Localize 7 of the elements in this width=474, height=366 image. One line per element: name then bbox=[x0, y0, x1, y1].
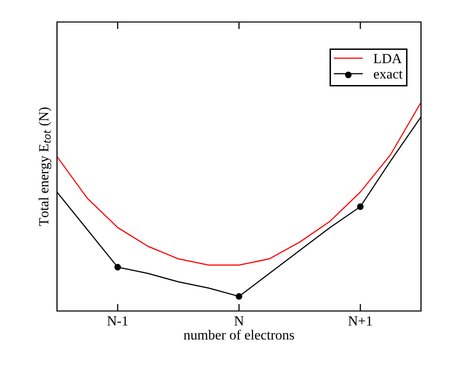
x-axis-title: number of electrons bbox=[184, 330, 294, 340]
legend-label: exact bbox=[374, 70, 403, 79]
legend-label: LDA bbox=[374, 54, 402, 64]
y-axis-title: Total energy E$_{tot}$ (N) bbox=[38, 107, 52, 226]
x-tick-label: N+1 bbox=[348, 316, 372, 326]
x-tick-label: N bbox=[234, 316, 244, 326]
x-tick-label: N-1 bbox=[107, 316, 128, 326]
